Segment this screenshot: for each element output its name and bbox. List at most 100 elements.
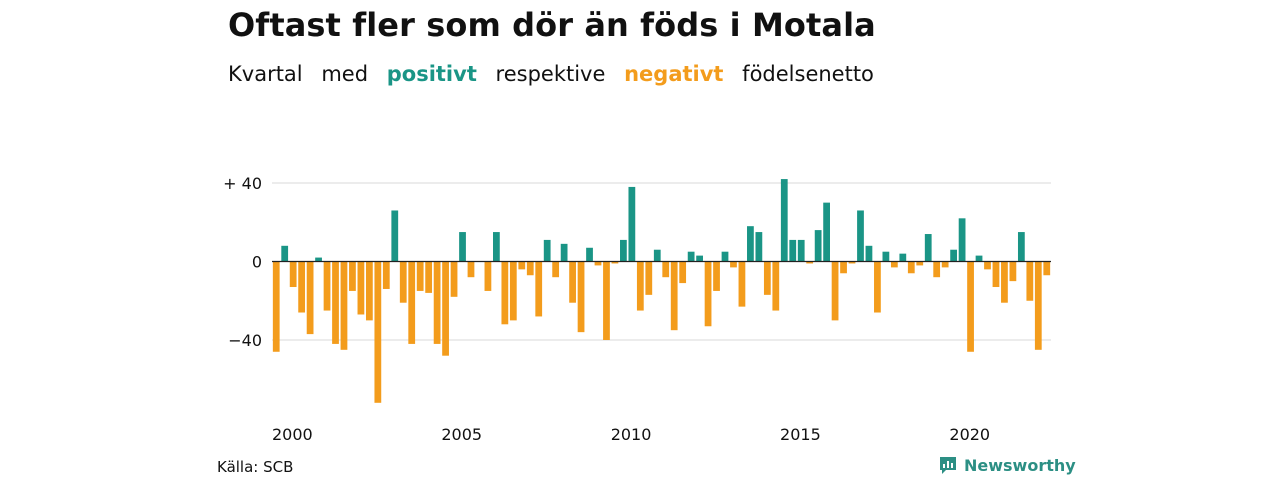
newsworthy-logo-icon <box>940 457 956 474</box>
bar <box>332 261 339 344</box>
bar <box>577 261 585 333</box>
bar <box>408 261 416 344</box>
bar <box>984 261 991 270</box>
bar <box>298 261 306 313</box>
bar <box>670 261 678 331</box>
bar <box>603 261 610 340</box>
logo-text: Newsworthy <box>964 455 1076 475</box>
bar <box>315 257 322 262</box>
bar <box>772 261 780 311</box>
bar <box>416 261 424 291</box>
bar <box>628 186 636 262</box>
subtitle-word: Kvartal <box>228 62 303 86</box>
bar <box>501 261 509 325</box>
bar <box>620 239 627 262</box>
bar <box>1043 261 1051 276</box>
bar <box>882 251 890 262</box>
bar <box>789 239 797 262</box>
bar <box>687 251 695 262</box>
bar <box>831 261 839 321</box>
bar <box>1017 232 1025 262</box>
bar <box>679 261 687 284</box>
bar <box>1001 261 1008 303</box>
bar <box>636 261 644 311</box>
bar <box>442 261 449 356</box>
bar <box>721 251 729 262</box>
bar <box>814 230 822 262</box>
bar <box>662 261 670 278</box>
subtitle-word: respektive <box>495 62 606 86</box>
bar <box>975 255 983 262</box>
bar <box>763 261 771 295</box>
bar <box>1026 261 1034 301</box>
bar <box>696 255 703 262</box>
bar <box>797 239 805 262</box>
x-tick-label: 2020 <box>949 425 990 444</box>
bar <box>374 261 382 403</box>
bar <box>755 232 763 262</box>
bar <box>916 261 924 266</box>
bar <box>560 243 568 262</box>
bar <box>484 261 492 291</box>
bar <box>924 234 932 262</box>
x-tick-label: 2005 <box>441 425 482 444</box>
bar <box>730 261 737 268</box>
bar <box>806 261 814 264</box>
bar <box>1009 261 1017 282</box>
bar <box>874 261 881 313</box>
bar <box>340 261 348 350</box>
y-tick-label: 0 <box>252 253 262 272</box>
bar <box>823 202 830 262</box>
bar <box>433 261 441 344</box>
bar <box>399 261 407 303</box>
bar <box>611 261 619 264</box>
bar <box>450 261 458 297</box>
bar <box>1034 261 1042 350</box>
chart-title: Oftast fler som dör än föds i Motala <box>228 6 876 44</box>
chart-subtitle: Kvartal med positivt respektive negativt… <box>228 62 886 86</box>
bar <box>281 245 289 262</box>
bar <box>323 261 331 311</box>
legend-negative: negativt <box>624 62 724 86</box>
bar <box>713 261 720 291</box>
bar <box>493 232 500 262</box>
bar <box>391 210 399 262</box>
bar <box>535 261 543 317</box>
bar <box>738 261 746 307</box>
source-note: Källa: SCB <box>217 458 294 476</box>
newsworthy-logo: Newsworthy <box>938 455 1076 475</box>
bar <box>941 261 949 268</box>
bar <box>992 261 1000 288</box>
bar <box>586 247 593 262</box>
bar <box>907 261 915 274</box>
bar <box>518 261 526 270</box>
bar <box>365 261 373 321</box>
bar <box>594 261 602 266</box>
bar <box>645 261 653 295</box>
bar <box>543 239 551 262</box>
bar <box>950 249 958 262</box>
x-tick-label: 2015 <box>780 425 821 444</box>
bar <box>857 210 864 262</box>
bar <box>967 261 974 352</box>
bar <box>425 261 433 293</box>
bar <box>780 179 788 262</box>
bar <box>459 232 466 262</box>
bar <box>958 218 966 262</box>
y-tick-label: + 40 <box>223 174 262 193</box>
x-tick-label: 2000 <box>272 425 313 444</box>
subtitle-word: födelsenetto <box>742 62 874 86</box>
bar <box>865 245 873 262</box>
x-tick-label: 2010 <box>611 425 652 444</box>
bar <box>747 226 754 262</box>
bar <box>306 261 314 335</box>
bar <box>526 261 534 276</box>
bar <box>289 261 297 288</box>
bar <box>848 261 856 264</box>
bar <box>569 261 576 303</box>
bar <box>933 261 941 278</box>
subtitle-word: med <box>321 62 369 86</box>
bar <box>890 261 898 268</box>
bar <box>509 261 517 321</box>
